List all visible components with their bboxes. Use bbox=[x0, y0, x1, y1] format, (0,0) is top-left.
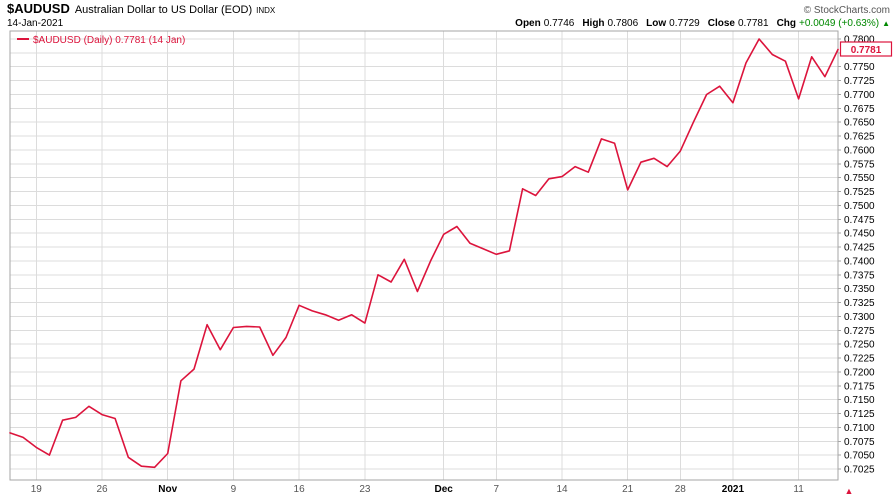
y-tick-label: 0.7550 bbox=[844, 173, 875, 184]
x-tick-label: Nov bbox=[158, 484, 177, 495]
y-tick-label: 0.7100 bbox=[844, 423, 875, 434]
y-tick-label: 0.7250 bbox=[844, 340, 875, 351]
y-tick-label: 0.7375 bbox=[844, 270, 875, 281]
ticker-symbol: $AUDUSD bbox=[7, 1, 70, 16]
x-tick-label: 9 bbox=[231, 484, 237, 495]
y-tick-label: 0.7425 bbox=[844, 243, 875, 254]
y-tick-label: 0.7625 bbox=[844, 132, 875, 143]
y-tick-label: 0.7475 bbox=[844, 215, 875, 226]
last-price-label: 0.7781 bbox=[851, 45, 882, 56]
exchange-label: INDX bbox=[256, 6, 276, 15]
chart-legend-label: $AUDUSD (Daily) 0.7781 (14 Jan) bbox=[33, 35, 185, 46]
y-tick-label: 0.7525 bbox=[844, 187, 875, 198]
y-tick-label: 0.7225 bbox=[844, 354, 875, 365]
corner-marker-icon: ▲ bbox=[845, 486, 854, 496]
open-label: Open bbox=[515, 18, 541, 29]
price-line bbox=[9, 38, 839, 469]
y-tick-label: 0.7325 bbox=[844, 298, 875, 309]
low-value: 0.7729 bbox=[669, 18, 700, 29]
high-label: High bbox=[582, 18, 605, 29]
y-tick-label: 0.7275 bbox=[844, 326, 875, 337]
x-tick-label: 26 bbox=[96, 484, 108, 495]
y-tick-label: 0.7350 bbox=[844, 284, 875, 295]
x-tick-label: 16 bbox=[294, 484, 306, 495]
chart-legend: $AUDUSD (Daily) 0.7781 (14 Jan) bbox=[17, 35, 185, 46]
y-tick-label: 0.7575 bbox=[844, 159, 875, 170]
y-tick-label: 0.7175 bbox=[844, 381, 875, 392]
close-value: 0.7781 bbox=[737, 18, 769, 29]
y-tick-label: 0.7450 bbox=[844, 229, 875, 240]
y-tick-label: 0.7400 bbox=[844, 256, 875, 267]
y-tick-label: 0.7050 bbox=[844, 451, 875, 462]
close-label: Close bbox=[707, 18, 735, 29]
y-tick-label: 0.7725 bbox=[844, 76, 875, 87]
y-tick-label: 0.7800 bbox=[844, 35, 875, 46]
chart-header: $AUDUSD Australian Dollar to US Dollar (… bbox=[0, 0, 896, 30]
price-chart: 0.78000.77750.77500.77250.77000.76750.76… bbox=[9, 30, 893, 496]
x-tick-label: 21 bbox=[622, 484, 634, 495]
instrument-identity: $AUDUSD Australian Dollar to US Dollar (… bbox=[7, 2, 275, 17]
plot-border bbox=[9, 30, 839, 481]
copyright-notice: © StockCharts.com bbox=[803, 5, 890, 16]
up-arrow-icon: ▲ bbox=[882, 19, 890, 28]
x-tick-label: 28 bbox=[675, 484, 687, 495]
chg-label: Chg bbox=[776, 18, 797, 29]
y-tick-label: 0.7700 bbox=[844, 90, 875, 101]
y-tick-label: 0.7675 bbox=[844, 104, 875, 115]
quote-strip: Open 0.7746 High 0.7806 Low 0.7729 Close… bbox=[507, 17, 890, 30]
x-tick-label: 2021 bbox=[722, 484, 745, 495]
last-price-tag: 0.7781 bbox=[839, 41, 893, 57]
x-tick-label: 11 bbox=[793, 484, 804, 495]
y-tick-label: 0.7200 bbox=[844, 367, 875, 378]
x-tick-label: 23 bbox=[359, 484, 371, 495]
high-value: 0.7806 bbox=[607, 18, 639, 29]
y-tick-label: 0.7150 bbox=[844, 395, 875, 406]
y-tick-label: 0.7600 bbox=[844, 146, 875, 157]
x-tick-label: 14 bbox=[556, 484, 568, 495]
y-tick-label: 0.7750 bbox=[844, 62, 875, 73]
x-tick-label: 7 bbox=[494, 484, 500, 495]
x-tick-label: Dec bbox=[435, 484, 454, 495]
chg-value: +0.0049 (+0.63%) bbox=[799, 18, 880, 29]
x-tick-label: 19 bbox=[31, 484, 43, 495]
low-label: Low bbox=[646, 18, 667, 29]
chart-date: 14-Jan-2021 bbox=[7, 18, 64, 29]
x-axis-labels: 19 26 Nov 9 16 23 Dec 7 14 21 28 2021 11 bbox=[31, 484, 804, 495]
y-tick-label: 0.7075 bbox=[844, 437, 875, 448]
y-tick-label: 0.7500 bbox=[844, 201, 875, 212]
grid-lines bbox=[10, 31, 838, 480]
y-tick-label: 0.7025 bbox=[844, 465, 875, 476]
y-tick-label: 0.7300 bbox=[844, 312, 875, 323]
y-tick-label: 0.7125 bbox=[844, 409, 875, 420]
y-tick-label: 0.7650 bbox=[844, 118, 875, 129]
y-axis-labels: 0.78000.77750.77500.77250.77000.76750.76… bbox=[838, 35, 875, 476]
instrument-name: Australian Dollar to US Dollar (EOD) bbox=[74, 4, 253, 16]
open-value: 0.7746 bbox=[543, 18, 575, 29]
